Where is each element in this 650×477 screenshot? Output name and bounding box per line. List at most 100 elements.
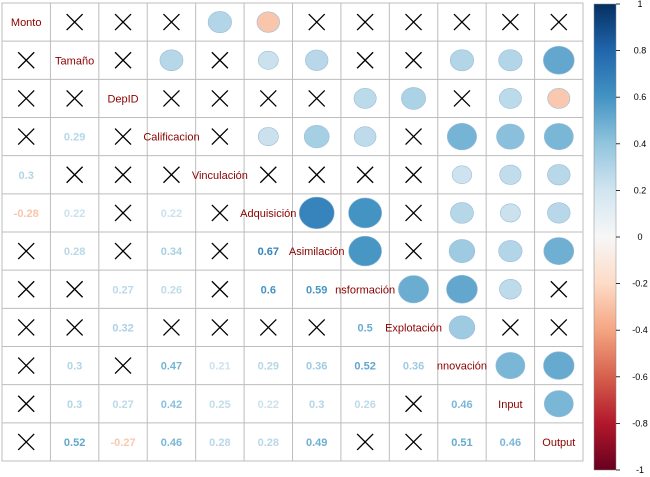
insignificant-cross: [17, 51, 35, 69]
correlation-circle: [303, 124, 330, 149]
correlation-circle: [547, 88, 571, 109]
correlation-value: 0.34: [161, 246, 183, 258]
insignificant-cross: [308, 318, 326, 336]
insignificant-cross: [405, 204, 423, 222]
correlation-circle: [495, 352, 526, 380]
correlation-value: 0.32: [112, 322, 133, 334]
variable-label: Asimilación: [289, 246, 345, 258]
variable-label: Adquisición: [240, 208, 296, 220]
variable-label: Output: [542, 437, 575, 449]
matrix-grid: [1, 2, 584, 462]
correlation-circle: [257, 50, 279, 70]
variable-label: Calificacion: [143, 132, 199, 144]
variable-label: Vinculación: [192, 170, 248, 182]
correlation-value: 0.59: [306, 284, 327, 296]
correlation-value: 0.28: [258, 437, 279, 449]
colorbar-tick-label: -0.2: [632, 279, 648, 289]
insignificant-cross: [17, 128, 35, 146]
insignificant-cross: [114, 13, 132, 31]
correlation-value: 0.29: [64, 132, 85, 144]
variable-label: Explotación: [385, 322, 442, 334]
correlation-circle: [451, 165, 473, 184]
insignificant-cross: [162, 318, 180, 336]
correlation-value: 0.3: [67, 399, 82, 411]
insignificant-cross: [259, 89, 277, 107]
insignificant-cross: [114, 357, 132, 375]
insignificant-cross: [17, 395, 35, 413]
correlation-value: 0.52: [354, 361, 375, 373]
insignificant-cross: [66, 89, 84, 107]
colorbar-bar: [593, 3, 617, 471]
correlation-value: 0.51: [451, 437, 472, 449]
correlation-circle: [500, 203, 521, 223]
correlation-circle: [547, 164, 571, 186]
correlation-circle: [401, 87, 426, 110]
insignificant-cross: [308, 13, 326, 31]
insignificant-cross: [259, 318, 277, 336]
correlation-value: 0.36: [306, 361, 327, 373]
correlation-circle: [543, 123, 574, 151]
colorbar-tick-label: 0.4: [634, 139, 647, 149]
correlation-circle: [498, 88, 522, 109]
correlation-circle: [207, 11, 232, 34]
correlation-value: 0.3: [309, 399, 324, 411]
insignificant-cross: [114, 51, 132, 69]
colorbar-tick-label: 1: [637, 0, 642, 9]
correlation-value: 0.47: [161, 361, 182, 373]
correlation-circle: [543, 45, 575, 75]
insignificant-cross: [17, 318, 35, 336]
insignificant-cross: [66, 280, 84, 298]
correlation-circle: [298, 196, 335, 230]
correlation-circle: [446, 122, 477, 151]
insignificant-cross: [17, 242, 35, 260]
insignificant-cross: [162, 89, 180, 107]
colorbar-tick-label: -1: [636, 465, 644, 475]
correlation-circle: [353, 88, 377, 109]
insignificant-cross: [356, 166, 374, 184]
correlation-circle: [448, 239, 476, 264]
insignificant-cross: [453, 89, 471, 107]
matrix-cells: Monto Tamaño DepID 0.29 Calificacion 0.3 Vincu…: [11, 11, 575, 451]
correlation-circle: [498, 49, 523, 72]
correlation-value: 0.42: [161, 399, 182, 411]
insignificant-cross: [405, 51, 423, 69]
insignificant-cross: [356, 51, 374, 69]
insignificant-cross: [356, 433, 374, 451]
variable-label: DepID: [107, 93, 138, 105]
insignificant-cross: [550, 280, 568, 298]
variable-label: Monto: [11, 17, 42, 29]
correlation-circle: [499, 164, 522, 185]
correlation-circle: [348, 197, 383, 229]
correlation-circle: [159, 49, 184, 71]
correlation-value: 0.27: [112, 399, 133, 411]
colorbar-tick-label: -0.6: [632, 372, 648, 382]
insignificant-cross: [211, 280, 229, 298]
correlation-circle: [256, 11, 280, 33]
insignificant-cross: [259, 166, 277, 184]
variable-label: Tamaño: [55, 55, 94, 67]
correlation-value: 0.29: [258, 361, 279, 373]
insignificant-cross: [550, 318, 568, 336]
correlation-circle: [496, 123, 525, 150]
insignificant-cross: [17, 357, 35, 375]
insignificant-cross: [211, 204, 229, 222]
colorbar-tick-label: 0.8: [634, 46, 647, 56]
correlation-value: 0.3: [19, 170, 34, 182]
correlation-circle: [449, 49, 475, 72]
correlation-value: 0.22: [258, 399, 279, 411]
variable-label: nnovación: [437, 361, 487, 373]
insignificant-cross: [17, 89, 35, 107]
insignificant-cross: [114, 204, 132, 222]
insignificant-cross: [162, 13, 180, 31]
correlation-value: 0.46: [451, 399, 472, 411]
correlation-value: 0.49: [306, 437, 327, 449]
correlation-circle: [498, 240, 523, 263]
colorbar-tick-label: -0.8: [632, 418, 648, 428]
correlation-circle: [446, 274, 478, 304]
insignificant-cross: [453, 13, 471, 31]
correlation-value: 0.22: [161, 208, 182, 220]
insignificant-cross: [501, 318, 519, 336]
correlation-circle: [257, 127, 279, 146]
colorbar-tick-label: 0.2: [634, 185, 647, 195]
